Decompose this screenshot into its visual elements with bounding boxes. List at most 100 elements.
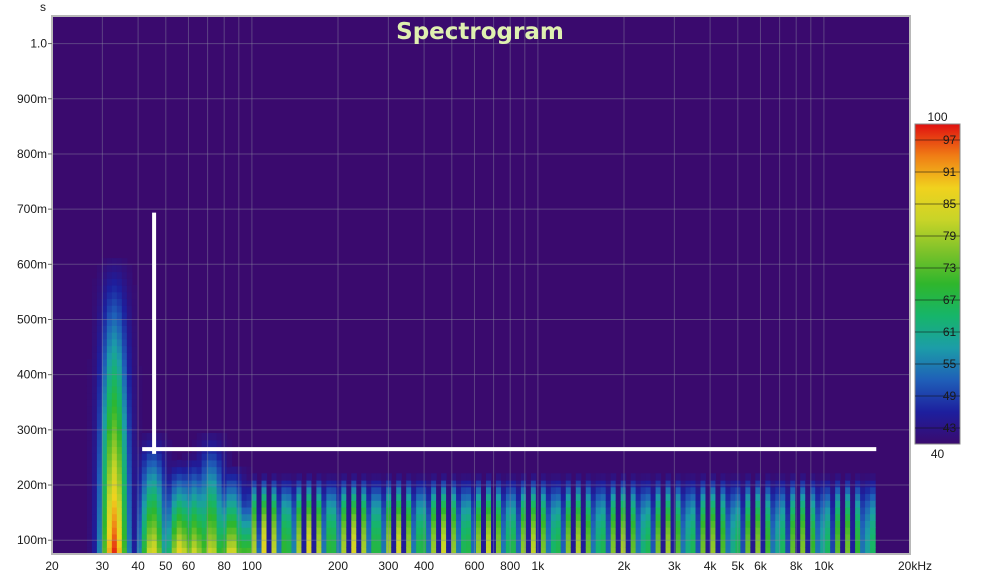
heatmap-cell — [865, 480, 871, 488]
heatmap-cell — [471, 513, 477, 521]
heatmap-cell — [426, 527, 432, 535]
heatmap-cell — [446, 533, 452, 542]
heatmap-cell — [106, 500, 113, 508]
heatmap-cell — [146, 513, 153, 521]
heatmap-cell — [550, 527, 557, 535]
heatmap-cell — [451, 533, 457, 542]
x-tick-label: 300 — [378, 559, 398, 573]
heatmap-cell — [510, 533, 517, 542]
heatmap-cell — [186, 506, 193, 515]
heatmap-cell — [735, 540, 741, 548]
heatmap-cell — [201, 500, 208, 508]
heatmap-cell — [86, 379, 93, 387]
heatmap-cell — [121, 258, 128, 266]
heatmap-cell — [765, 513, 771, 521]
heatmap-cell — [96, 332, 103, 340]
heatmap-cell — [485, 533, 492, 542]
heatmap-cell — [246, 533, 253, 542]
heatmap-cell — [126, 446, 133, 454]
heatmap-cell — [580, 547, 587, 555]
heatmap-cell — [555, 520, 562, 528]
heatmap-cell — [765, 520, 771, 528]
y-tick-label: 200m — [17, 478, 47, 492]
heatmap-cell — [126, 352, 133, 360]
heatmap-cell — [795, 486, 801, 495]
heatmap-cell — [500, 540, 507, 548]
heatmap-cell — [820, 480, 826, 488]
heatmap-cell — [91, 406, 98, 414]
heatmap-cell — [186, 473, 193, 481]
heatmap-cell — [860, 540, 866, 548]
heatmap-cell — [710, 547, 717, 555]
heatmap-cell — [426, 513, 432, 521]
heatmap-cell — [106, 338, 113, 347]
heatmap-cell — [366, 500, 372, 508]
heatmap-cell — [715, 493, 722, 501]
heatmap-cell — [640, 513, 647, 521]
x-tick-label: 20 — [45, 559, 59, 573]
heatmap-cell — [146, 527, 153, 535]
heatmap-cell — [441, 500, 447, 508]
heatmap-cell — [351, 520, 357, 528]
heatmap-cell — [316, 520, 322, 528]
heatmap-cell — [860, 533, 866, 542]
heatmap-cell — [680, 486, 687, 495]
heatmap-cell — [191, 527, 198, 535]
heatmap-cell — [106, 264, 113, 273]
heatmap-cell — [870, 547, 876, 555]
heatmap-cell — [416, 500, 422, 508]
heatmap-cell — [471, 473, 477, 481]
heatmap-cell — [101, 352, 108, 360]
heatmap-cell — [490, 540, 497, 548]
heatmap-cell — [490, 520, 497, 528]
heatmap-cell — [276, 486, 283, 495]
heatmap-cell — [141, 533, 148, 542]
heatmap-cell — [91, 372, 98, 380]
heatmap-cell — [680, 513, 687, 521]
heatmap-cell — [730, 506, 737, 515]
heatmap-cell — [545, 493, 552, 501]
heatmap-cell — [216, 533, 223, 542]
heatmap-cell — [136, 480, 143, 488]
heatmap-cell — [251, 500, 258, 508]
heatmap-cell — [131, 506, 138, 515]
heatmap-cell — [695, 500, 702, 508]
heatmap-cell — [191, 500, 198, 508]
heatmap-cell — [126, 419, 133, 427]
heatmap-cell — [381, 533, 387, 542]
heatmap-cell — [715, 486, 722, 495]
heatmap-cell — [645, 513, 652, 521]
heatmap-cell — [815, 520, 821, 528]
heatmap-cell — [545, 486, 552, 495]
heatmap-cell — [331, 533, 337, 542]
heatmap-cell — [111, 305, 118, 313]
heatmap-cell — [291, 520, 298, 528]
heatmap-cell — [156, 500, 163, 508]
heatmap-cell — [261, 473, 268, 481]
heatmap-cell — [306, 527, 312, 535]
heatmap-cell — [226, 533, 233, 542]
heatmap-cell — [86, 466, 93, 474]
heatmap-cell — [535, 506, 542, 515]
heatmap-cell — [740, 513, 746, 521]
heatmap-cell — [500, 486, 507, 495]
heatmap-cell — [575, 480, 582, 488]
x-tick-label: 6k — [754, 559, 768, 573]
heatmap-cell — [431, 527, 437, 535]
heatmap-cell — [650, 547, 657, 555]
heatmap-cell — [271, 506, 278, 515]
heatmap-cell — [121, 379, 128, 387]
heatmap-cell — [211, 533, 218, 542]
heatmap-cell — [181, 480, 188, 488]
heatmap-cell — [730, 480, 737, 488]
heatmap-cell — [106, 459, 113, 468]
heatmap-cell — [740, 520, 746, 528]
heatmap-cell — [580, 506, 587, 515]
heatmap-cell — [840, 480, 846, 488]
heatmap-cell — [176, 486, 183, 495]
heatmap-cell — [111, 426, 118, 434]
heatmap-cell — [441, 533, 447, 542]
heatmap-cell — [101, 338, 108, 347]
heatmap-cell — [570, 506, 577, 515]
heatmap-cell — [710, 506, 717, 515]
